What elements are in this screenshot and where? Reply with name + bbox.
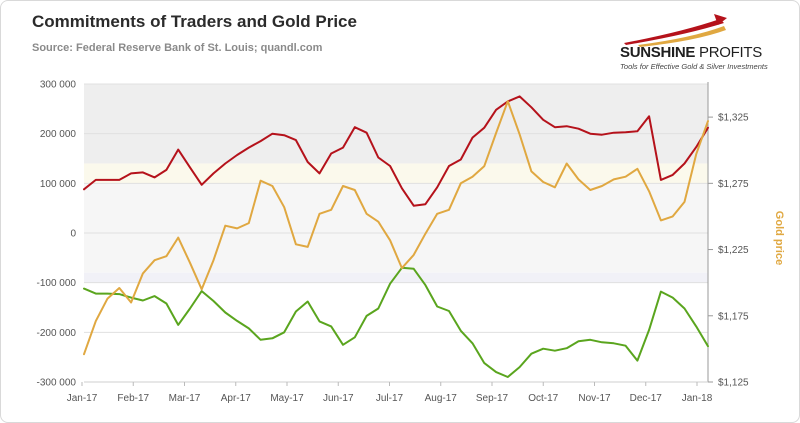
y-tick-label: -100 000 xyxy=(37,278,77,289)
x-tick-label: Feb-17 xyxy=(117,393,149,404)
logo-wordmark: SUNSHINE PROFITS xyxy=(620,44,762,61)
chart-subtitle: Source: Federal Reserve Bank of St. Loui… xyxy=(32,42,323,54)
y2-tick-label: $1,175 xyxy=(718,311,749,322)
sunshine-profits-logo: SUNSHINE PROFITS Tools for Effective Gol… xyxy=(612,14,792,72)
x-tick-label: Jul-17 xyxy=(376,393,404,404)
logo-name-bold: SUNSHINE xyxy=(620,44,696,61)
series-line-1 xyxy=(83,95,709,207)
background-band xyxy=(84,163,708,184)
x-tick-label: Dec-17 xyxy=(630,393,663,404)
x-tick-label: Aug-17 xyxy=(425,393,458,404)
y-tick-label: 200 000 xyxy=(40,129,77,140)
x-tick-label: Jan-17 xyxy=(67,393,98,404)
series-line-2 xyxy=(83,266,709,378)
background-bands xyxy=(84,84,708,283)
chart-title: Commitments of Traders and Gold Price xyxy=(32,12,357,31)
x-tick-label: Sep-17 xyxy=(476,393,509,404)
y2-tick-label: $1,125 xyxy=(718,378,749,389)
x-tick-label: Jun-17 xyxy=(323,393,354,404)
tick-labels: 300 000 200 000 100 000 0 -100 000 -200 000 -3… xyxy=(37,80,785,405)
logo-tagline: Tools for Effective Gold & Silver Invest… xyxy=(620,62,768,71)
axes xyxy=(81,82,713,386)
logo-name-light: PROFITS xyxy=(699,44,762,61)
y2-tick-label: $1,225 xyxy=(718,245,749,256)
y2-tick-label: $1,275 xyxy=(718,179,749,190)
y-tick-label: 0 xyxy=(70,229,76,240)
x-tick-label: May-17 xyxy=(270,393,304,404)
y-tick-label: 300 000 xyxy=(40,80,77,91)
background-band xyxy=(84,84,708,164)
y2-axis-title: Gold price xyxy=(773,211,785,265)
y-tick-label: 100 000 xyxy=(40,179,77,190)
series-line-3 xyxy=(83,100,709,356)
x-tick-label: Nov-17 xyxy=(578,393,611,404)
background-band xyxy=(84,183,708,273)
x-tick-label: Oct-17 xyxy=(528,393,558,404)
x-tick-label: Apr-17 xyxy=(221,393,251,404)
logo-swoosh-icon xyxy=(624,14,727,47)
x-tick-label: Mar-17 xyxy=(169,393,201,404)
y-tick-label: -300 000 xyxy=(37,378,77,389)
x-tick-label: Jan-18 xyxy=(682,393,713,404)
series-lines xyxy=(83,95,709,378)
y2-tick-label: $1,325 xyxy=(718,113,749,124)
background-band xyxy=(84,272,708,283)
y-tick-label: -200 000 xyxy=(37,328,77,339)
